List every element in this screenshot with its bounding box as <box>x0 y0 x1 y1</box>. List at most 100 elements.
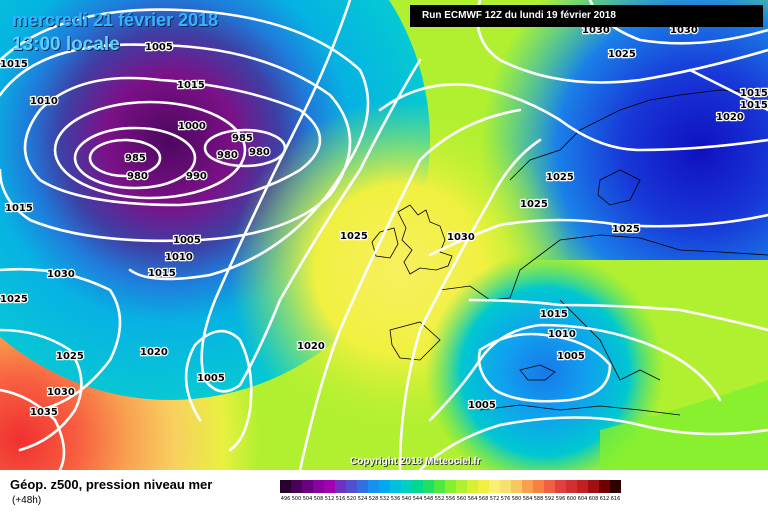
run-info: Run ECMWF 12Z du lundi 19 février 2018 <box>410 5 763 27</box>
scale-swatch <box>291 480 302 493</box>
pressure-label: 1025 <box>612 224 640 235</box>
scale-label: 552 <box>434 496 445 502</box>
scale-label: 516 <box>335 496 346 502</box>
pressure-label: 1005 <box>145 42 173 53</box>
scale-label: 616 <box>610 496 621 502</box>
pressure-label: 1025 <box>340 231 368 242</box>
pressure-label: 1020 <box>140 347 168 358</box>
scale-label: 588 <box>533 496 544 502</box>
forecast-date: mercredi 21 février 2018 <box>12 10 219 30</box>
scale-label: 540 <box>401 496 412 502</box>
pressure-label: 985 <box>125 153 146 164</box>
pressure-label: 1030 <box>47 387 75 398</box>
scale-swatch <box>324 480 335 493</box>
pressure-label: 1015 <box>540 309 568 320</box>
pressure-label: 1010 <box>548 329 576 340</box>
scale-label: 596 <box>555 496 566 502</box>
pressure-label: 1030 <box>670 25 698 36</box>
scale-swatch <box>544 480 555 493</box>
pressure-label: 1025 <box>546 172 574 183</box>
scale-label: 592 <box>544 496 555 502</box>
pressure-label: 1005 <box>173 235 201 246</box>
pressure-label: 980 <box>249 147 270 158</box>
scale-label: 568 <box>478 496 489 502</box>
color-scale-labels: 496 500 504 508 512 516 520 524 528 532 536 540 544 5… <box>280 496 621 502</box>
scale-swatch <box>280 480 291 493</box>
coastlines <box>371 89 768 416</box>
scale-label: 560 <box>456 496 467 502</box>
scale-swatch <box>335 480 346 493</box>
pressure-label: 1015 <box>148 268 176 279</box>
pressure-label: 1015 <box>5 203 33 214</box>
pressure-label: 1015 <box>740 100 768 111</box>
pressure-label: 1005 <box>197 373 225 384</box>
scale-swatch <box>522 480 533 493</box>
scale-swatch <box>423 480 434 493</box>
pressure-labels: 1015 1005 1010 1015 1000 985 985 980 980… <box>0 24 768 420</box>
pressure-label: 1005 <box>468 400 496 411</box>
pressure-label: 1030 <box>582 25 610 36</box>
scale-label: 600 <box>566 496 577 502</box>
scale-label: 580 <box>511 496 522 502</box>
scale-swatch <box>599 480 610 493</box>
scale-swatch <box>346 480 357 493</box>
pressure-label: 1015 <box>0 59 28 70</box>
scale-swatch <box>412 480 423 493</box>
pressure-label: 1000 <box>178 121 206 132</box>
pressure-label: 1005 <box>557 351 585 362</box>
scale-swatch <box>357 480 368 493</box>
scale-swatch <box>368 480 379 493</box>
forecast-time: 13:00 locale <box>12 34 120 55</box>
scale-swatch <box>610 480 621 493</box>
scale-swatch <box>577 480 588 493</box>
pressure-label: 1020 <box>297 341 325 352</box>
scale-label: 584 <box>522 496 533 502</box>
scale-swatch <box>313 480 324 493</box>
legend-title: Géop. z500, pression niveau mer <box>10 477 213 492</box>
scale-swatch <box>434 480 445 493</box>
scale-swatch <box>533 480 544 493</box>
scale-label: 500 <box>291 496 302 502</box>
pressure-label: 1010 <box>165 252 193 263</box>
pressure-label: 985 <box>232 133 253 144</box>
pressure-label: 1035 <box>30 407 58 418</box>
pressure-label: 1025 <box>0 294 28 305</box>
scale-label: 608 <box>588 496 599 502</box>
scale-swatch <box>500 480 511 493</box>
scale-label: 564 <box>467 496 478 502</box>
scale-swatch <box>445 480 456 493</box>
scale-swatch <box>478 480 489 493</box>
legend-subtitle: (+48h) <box>12 495 42 506</box>
pressure-label: 1025 <box>56 351 84 362</box>
pressure-label: 980 <box>127 171 148 182</box>
scale-label: 508 <box>313 496 324 502</box>
scale-label: 532 <box>379 496 390 502</box>
scale-label: 496 <box>280 496 291 502</box>
pressure-label: 1030 <box>47 269 75 280</box>
scale-swatch <box>555 480 566 493</box>
color-scale <box>280 480 621 493</box>
scale-label: 556 <box>445 496 456 502</box>
pressure-label: 1020 <box>716 112 744 123</box>
pressure-label: 990 <box>186 171 207 182</box>
scale-label: 548 <box>423 496 434 502</box>
pressure-label-high: 1030 <box>447 232 475 243</box>
scale-label: 524 <box>357 496 368 502</box>
scale-swatch <box>379 480 390 493</box>
scale-swatch <box>566 480 577 493</box>
scale-swatch <box>401 480 412 493</box>
scale-label: 520 <box>346 496 357 502</box>
pressure-label: 980 <box>217 150 238 161</box>
scale-label: 504 <box>302 496 313 502</box>
scale-label: 604 <box>577 496 588 502</box>
pressure-label: 1010 <box>30 96 58 107</box>
scale-label: 544 <box>412 496 423 502</box>
pressure-label: 1025 <box>520 199 548 210</box>
copyright: Copyright 2018 Meteociel.fr <box>350 456 481 467</box>
scale-swatch <box>390 480 401 493</box>
scale-label: 576 <box>500 496 511 502</box>
scale-label: 536 <box>390 496 401 502</box>
legend-footer: Géop. z500, pression niveau mer (+48h) 4… <box>0 470 768 512</box>
scale-swatch <box>588 480 599 493</box>
scale-swatch <box>456 480 467 493</box>
